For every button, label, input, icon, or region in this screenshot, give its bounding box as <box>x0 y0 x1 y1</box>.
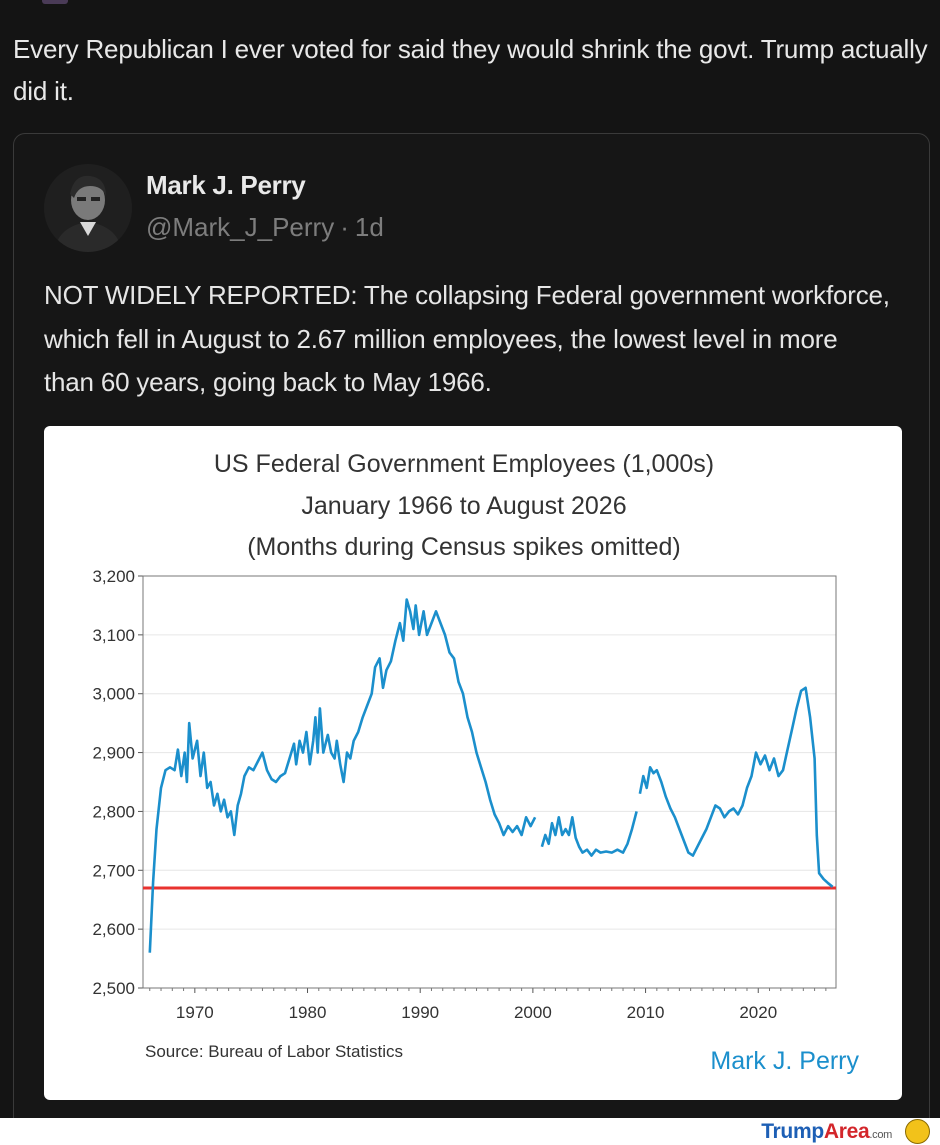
chart-series-group <box>148 598 834 953</box>
chart-subtitle-note: (Months during Census spikes omitted) <box>247 533 681 561</box>
brand-part-1: Trump <box>761 1120 824 1143</box>
quoted-post-text: NOT WIDELY REPORTED: The collapsing Fede… <box>44 280 890 397</box>
y-tick-label: 2,500 <box>92 979 135 998</box>
y-tick-label: 2,700 <box>92 861 135 880</box>
chart-series-line <box>540 811 638 857</box>
site-watermark: TrumpArea.com <box>761 1120 892 1144</box>
chart-title: US Federal Government Employees (1,000s) <box>214 450 714 478</box>
x-tick-label: 1980 <box>289 1003 327 1022</box>
x-tick-label: 2000 <box>514 1003 552 1022</box>
previous-post-edge <box>42 0 68 4</box>
y-tick-label: 3,100 <box>92 626 135 645</box>
chart-series-line <box>148 598 537 953</box>
chart-image[interactable]: US Federal Government Employees (1,000s)… <box>44 426 902 1100</box>
y-tick-label: 2,900 <box>92 744 135 763</box>
site-logo-icon <box>905 1119 930 1144</box>
brand-part-3: .com <box>869 1129 892 1141</box>
x-tick-label: 2010 <box>627 1003 665 1022</box>
federal-employees-chart: US Federal Government Employees (1,000s)… <box>92 450 859 1075</box>
avatar-portrait-icon <box>44 164 132 252</box>
post-text: Every Republican I ever voted for said t… <box>13 34 928 106</box>
plot-frame <box>142 575 837 989</box>
chart-source: Source: Bureau of Labor Statistics <box>145 1042 403 1061</box>
chart-tick-labels: 2,500 2,600 2,700 2,800 2,900 3,000 3,100 3,200… <box>92 567 777 1022</box>
meta-separator: · <box>340 212 349 242</box>
y-tick-label: 2,600 <box>92 920 135 939</box>
x-tick-label: 1990 <box>401 1003 439 1022</box>
chart-subtitle: January 1966 to August 2026 <box>301 492 626 520</box>
author-name[interactable]: Mark J. Perry <box>146 170 306 200</box>
watermark-bar <box>0 1118 940 1145</box>
post-age[interactable]: 1d <box>354 212 384 242</box>
chart-credit: Mark J. Perry <box>710 1047 859 1075</box>
author-meta: @Mark_J_Perry · 1d <box>146 212 384 243</box>
y-tick-label: 2,800 <box>92 802 135 821</box>
y-tick-label: 3,200 <box>92 567 135 586</box>
chart-gridlines <box>143 634 836 930</box>
x-tick-label: 2020 <box>739 1003 777 1022</box>
x-tick-label: 1970 <box>176 1003 214 1022</box>
y-tick-label: 3,000 <box>92 685 135 704</box>
brand-part-2: Area <box>823 1120 870 1143</box>
author-handle[interactable]: @Mark_J_Perry <box>146 212 335 242</box>
quoted-post[interactable]: Mark J. Perry @Mark_J_Perry · 1d NOT WIDEL… <box>13 133 930 1143</box>
chart-axes <box>138 575 837 993</box>
avatar[interactable] <box>44 164 132 252</box>
chart-series-line <box>638 686 834 888</box>
